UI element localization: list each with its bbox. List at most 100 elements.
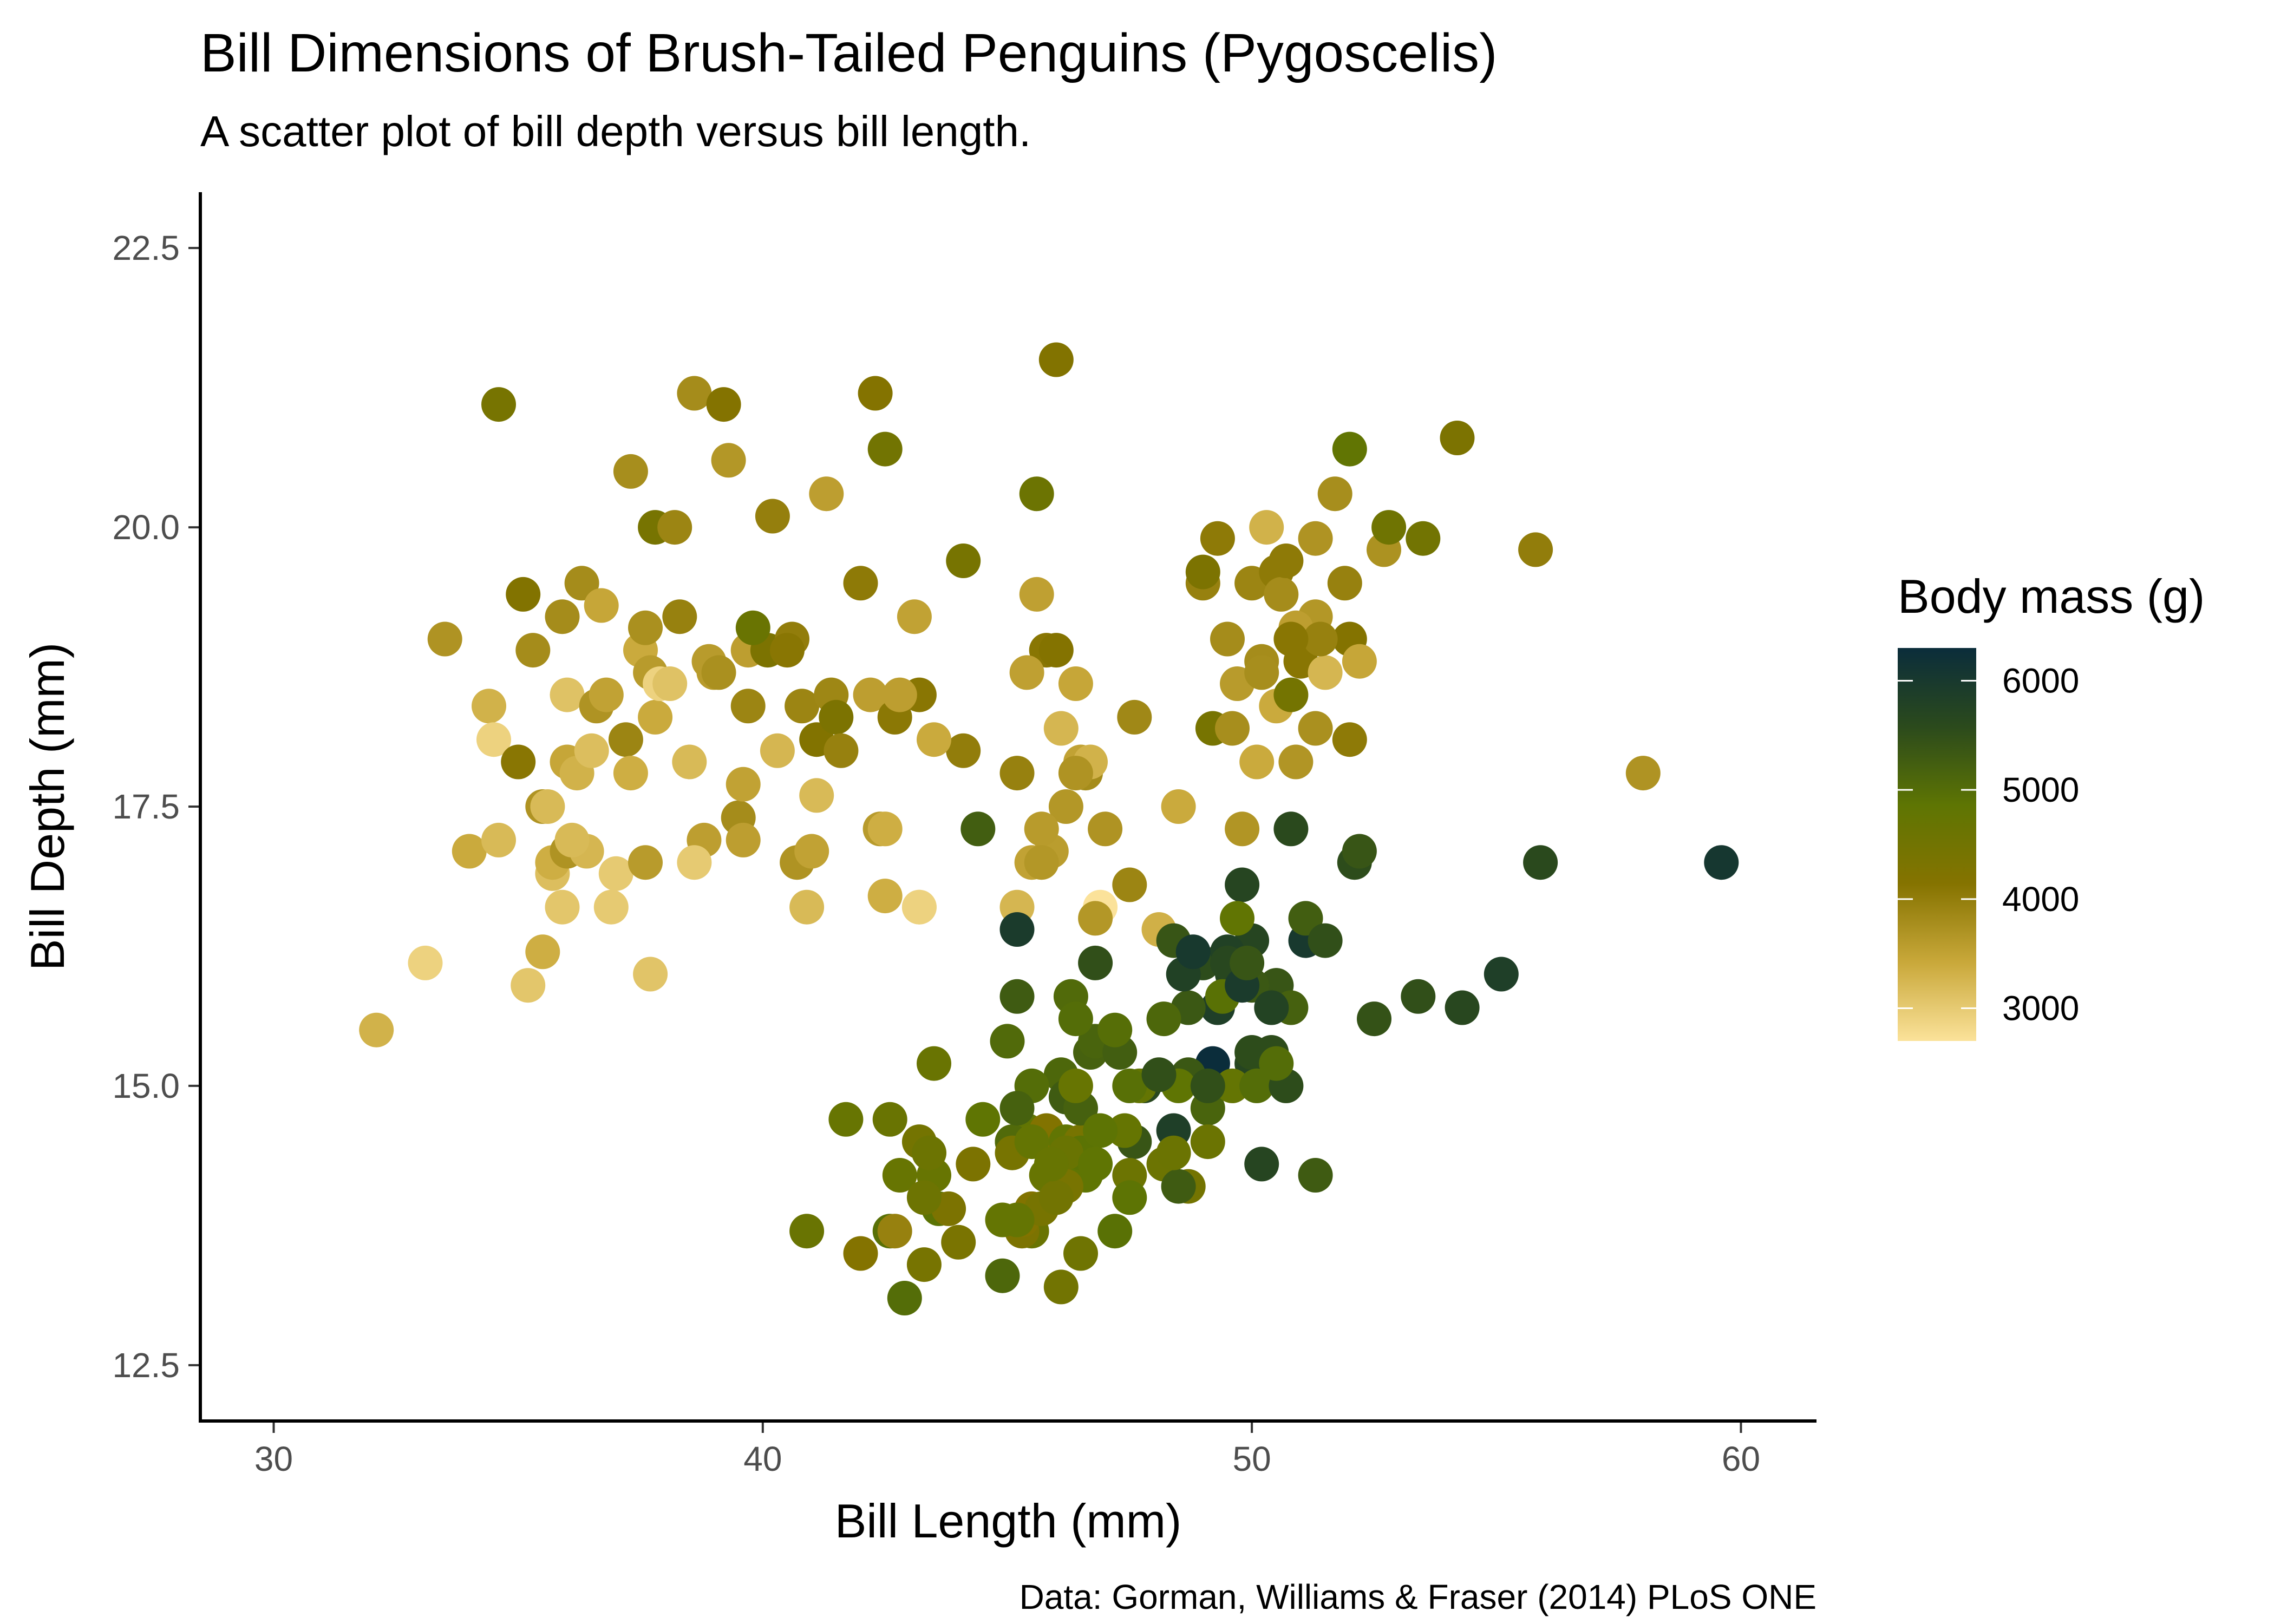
data-point	[1303, 621, 1338, 657]
y-tick-label: 15.0	[112, 1066, 180, 1105]
data-point	[1278, 744, 1314, 780]
data-point	[608, 722, 643, 757]
data-point	[887, 1281, 922, 1315]
data-point	[956, 1147, 991, 1182]
data-point	[843, 1236, 878, 1271]
data-point	[1156, 1135, 1191, 1170]
data-point	[1146, 1001, 1181, 1037]
data-point	[824, 733, 859, 768]
data-point	[501, 744, 536, 780]
data-point	[1141, 1057, 1177, 1092]
data-point	[828, 1102, 864, 1137]
data-point	[1097, 1012, 1133, 1047]
data-point	[1078, 945, 1113, 980]
data-point	[701, 655, 736, 690]
data-point	[633, 957, 668, 992]
data-point	[1024, 845, 1059, 880]
data-point	[1058, 666, 1093, 701]
data-point	[999, 1091, 1035, 1126]
data-point	[1009, 655, 1044, 690]
data-point	[593, 889, 629, 925]
data-point	[946, 733, 981, 768]
data-point	[506, 577, 541, 612]
data-point	[1190, 1124, 1225, 1160]
data-point	[1406, 521, 1441, 556]
data-point	[985, 1258, 1020, 1293]
data-point	[1264, 577, 1299, 612]
data-point	[1704, 845, 1739, 880]
data-point	[554, 822, 590, 857]
data-point	[726, 822, 761, 857]
data-point	[1038, 1180, 1074, 1215]
data-point	[1342, 644, 1377, 679]
data-point	[613, 454, 648, 489]
data-point	[1288, 901, 1323, 936]
data-point	[1220, 901, 1254, 936]
data-point	[901, 889, 937, 925]
data-point	[598, 856, 633, 891]
data-point	[662, 599, 697, 634]
data-point	[1175, 934, 1211, 970]
data-point	[858, 376, 893, 411]
data-point	[711, 443, 746, 478]
data-point	[1269, 543, 1304, 578]
data-point	[1058, 756, 1093, 791]
data-point	[760, 733, 795, 768]
legend-title: Body mass (g)	[1898, 569, 2205, 623]
data-point	[960, 811, 996, 847]
legend: Body mass (g) 3000 4000 5000 6000	[1898, 569, 2205, 1041]
data-point	[1038, 342, 1074, 377]
data-point	[789, 889, 825, 925]
data-point	[1063, 1236, 1098, 1271]
data-point	[628, 845, 663, 880]
data-point	[1401, 979, 1436, 1014]
data-point	[1161, 789, 1196, 824]
data-point	[1298, 1158, 1333, 1193]
data-point	[1225, 867, 1260, 902]
data-point	[1342, 834, 1377, 869]
data-point	[564, 566, 599, 601]
data-point	[1332, 722, 1367, 757]
x-axis-title: Bill Length (mm)	[835, 1494, 1182, 1548]
data-point	[359, 1012, 394, 1047]
legend-colorbar	[1898, 648, 1976, 1041]
data-point	[999, 912, 1035, 947]
data-point	[1244, 1147, 1279, 1182]
data-point	[408, 945, 443, 980]
data-point	[481, 822, 516, 857]
data-point	[965, 1102, 1001, 1137]
data-point	[843, 566, 878, 601]
data-point	[872, 1102, 907, 1137]
data-point	[1019, 577, 1054, 612]
x-tick-label: 30	[254, 1439, 293, 1478]
data-point	[730, 689, 766, 724]
y-tick-label: 17.5	[112, 787, 180, 826]
data-point	[1083, 1113, 1118, 1148]
chart-subtitle: A scatter plot of bill depth versus bill…	[200, 107, 1031, 155]
data-point	[917, 722, 951, 757]
data-point	[882, 677, 917, 712]
data-point	[1112, 1180, 1147, 1215]
data-point	[1058, 1001, 1093, 1037]
data-point	[1024, 811, 1059, 847]
data-point	[1239, 744, 1275, 780]
x-axis-ticks: 30 40 50 60	[254, 1423, 1760, 1478]
data-point	[770, 633, 805, 668]
scatter-points	[359, 342, 1739, 1315]
data-point	[1014, 1124, 1049, 1160]
data-point	[726, 767, 761, 802]
data-point	[1523, 845, 1558, 880]
data-point	[1327, 566, 1362, 601]
data-point	[677, 845, 712, 880]
x-tick-label: 60	[1722, 1439, 1760, 1478]
data-point	[1308, 655, 1343, 690]
x-tick-label: 40	[743, 1439, 782, 1478]
data-point	[706, 387, 741, 422]
data-point	[589, 677, 624, 712]
data-point	[912, 1135, 946, 1170]
data-point	[545, 599, 580, 634]
data-point	[1273, 621, 1309, 657]
data-point	[789, 1214, 825, 1249]
data-point	[917, 1046, 951, 1081]
